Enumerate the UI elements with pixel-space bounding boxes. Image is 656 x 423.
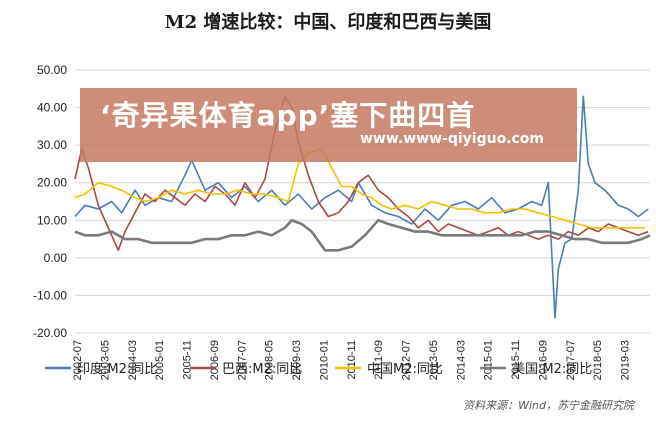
x-tick-label: 2015-01 [483, 340, 495, 380]
watermark-banner: ‘奇异果体育app’塞下曲四首 www.www-qiyiguo.com [80, 88, 577, 162]
x-tick-label: 2017-07 [565, 340, 577, 380]
source-note: 资料来源：Wind，苏宁金融研究院 [463, 399, 634, 412]
x-tick-label: 2005-11 [182, 340, 194, 380]
x-tick-label: 2003-05 [99, 340, 111, 380]
x-tick-labels: 2002-07 2003-05 2004-03 2005-01 2005-11 2006-… [72, 340, 632, 380]
legend-label: 巴西:M2:同比 [222, 362, 302, 377]
x-tick-label: 2014-03 [455, 340, 467, 380]
x-tick-label: 2009-03 [291, 340, 303, 380]
x-tick-label: 2011-09 [373, 340, 385, 380]
y-tick-label: 30.00 [37, 138, 67, 152]
series-lines [74, 95, 651, 319]
x-tick-label: 2016-09 [537, 340, 549, 380]
series-line [74, 95, 649, 319]
series-line [74, 95, 649, 252]
x-tick-label: 2007-07 [236, 340, 248, 380]
x-tick-label: 2010-01 [318, 340, 330, 380]
legend-label: 中国M2:同比 [367, 362, 443, 377]
y-tick-label: 50.00 [37, 63, 67, 77]
series-line [74, 148, 645, 229]
x-tick-label: 2006-09 [209, 340, 221, 380]
x-tick-label: 2004-03 [127, 340, 139, 380]
series-line [74, 219, 651, 252]
y-tick-label: 40.00 [37, 101, 67, 115]
y-tick-label: 10.00 [37, 213, 67, 227]
y-tick-label: -20.00 [33, 326, 67, 340]
y-tick-label: 0.00 [44, 251, 68, 265]
y-tick-labels: 50.00 40.00 30.00 20.00 10.00 0.00 -10.00 -20.0… [33, 63, 67, 340]
x-tick-label: 2019-03 [620, 340, 632, 380]
y-tick-label: 20.00 [37, 176, 67, 190]
x-tick-label: 2018-05 [592, 340, 604, 380]
chart-title: M2 增速比较：中国、印度和巴西与美国 [164, 12, 492, 33]
x-tick-label: 2012-07 [401, 340, 413, 380]
legend-label: 印度:M2:同比 [77, 361, 157, 377]
legend: 印度:M2:同比 巴西:M2:同比 中国M2:同比 美国:M2:同比 [45, 361, 592, 377]
x-tick-label: 2010-11 [346, 340, 358, 380]
x-tick-label: 2002-07 [72, 340, 84, 380]
y-tick-label: -10.00 [33, 288, 67, 302]
watermark-main-text: ‘奇异果体育app’塞下曲四首 [100, 99, 476, 132]
x-tick-label: 2013-05 [428, 340, 440, 380]
x-tick-label: 2005-01 [154, 340, 166, 380]
x-tick-label: 2008-05 [264, 340, 276, 380]
legend-label: 美国:M2:同比 [512, 362, 592, 377]
watermark-url-text: www.www-qiyiguo.com [360, 131, 545, 147]
x-tick-label: 2015-11 [510, 340, 522, 380]
